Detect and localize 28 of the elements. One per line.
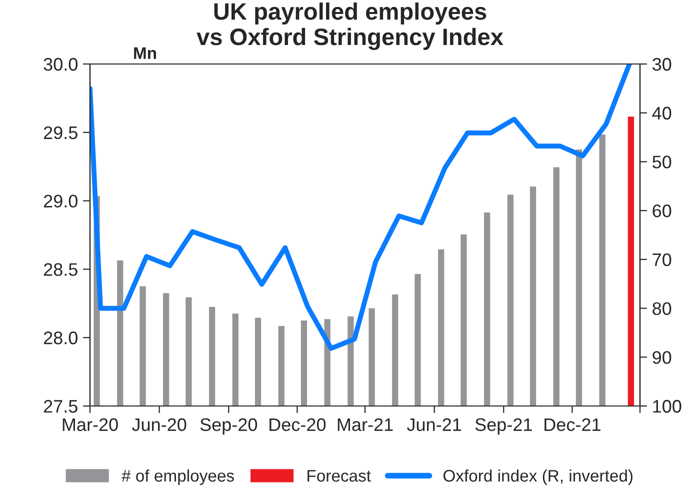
y2-tick-label: 50 (652, 156, 672, 168)
x-tick-label: Sep-20 (200, 418, 258, 435)
legend-label: # of employees (122, 469, 234, 485)
y2-tick-label: 70 (652, 253, 672, 266)
y2-tick-label: 40 (652, 106, 672, 120)
y-tick-label: 28.5 (44, 263, 78, 276)
x-tick-label: Mar-21 (338, 418, 393, 432)
y2-tick-label: 30 (652, 58, 672, 71)
y-tick-label: 28.0 (44, 332, 78, 344)
x-tick-label: Mar-20 (62, 418, 118, 432)
x-tick-label: Dec-20 (270, 418, 326, 432)
y2-tick-label: 90 (652, 351, 672, 364)
line-series (90, 64, 632, 351)
y2-tick-label: 100 (653, 400, 682, 413)
y2-tick-label: 80 (652, 302, 672, 316)
x-tick-label: Sep-21 (475, 418, 532, 435)
y2-tick-label: 60 (652, 204, 672, 218)
x-tick-label: Dec-21 (544, 418, 600, 432)
y-tick-label: 29.0 (44, 194, 78, 208)
legend-label: Oxford index (R, inverted) (443, 469, 632, 485)
x-tick-label: Jun-21 (406, 418, 462, 432)
y-tick-label: 27.5 (44, 400, 78, 413)
y-tick-label: 30.0 (44, 58, 78, 71)
x-tick-label: Jun-20 (132, 418, 186, 432)
y-axis-title: Mn (134, 47, 156, 59)
legend-label: Forecast (308, 470, 371, 482)
y-tick-label: 29.5 (44, 126, 78, 140)
chart-title: UK payrolled employees vs Oxford Stringency Index (196, 2, 504, 50)
